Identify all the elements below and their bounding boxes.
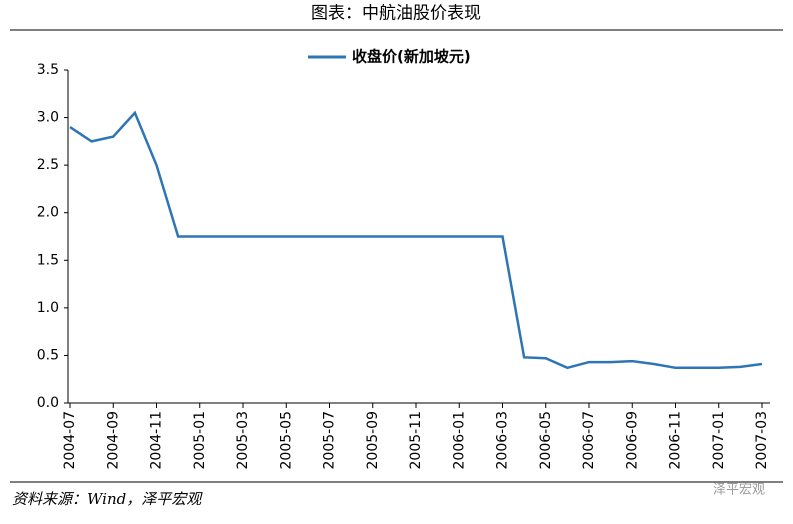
x-tick-label: 2004-09 [105,411,121,470]
x-tick-label: 2004-07 [62,411,78,470]
x-tick-label: 2007-01 [711,411,727,470]
x-tick-label: 2006-09 [624,411,640,470]
y-tick-label: 0.0 [37,395,59,411]
x-tick-label: 2005-03 [235,411,251,470]
y-tick-label: 1.5 [37,252,59,268]
x-tick-label: 2006-11 [668,411,684,470]
x-tick-label: 2005-09 [365,411,381,470]
y-tick-label: 3.5 [37,62,59,78]
x-tick-label: 2006-05 [538,411,554,470]
x-tick-label: 2005-07 [322,411,338,470]
y-tick-label: 2.5 [37,157,59,173]
x-tick-label: 2005-01 [192,411,208,470]
x-tick-label: 2007-03 [754,411,770,470]
chart-title: 图表：中航油股价表现 [311,4,481,24]
source: 资料来源：Wind，泽平宏观 [12,490,203,508]
x-tick-label: 2006-07 [581,411,597,470]
watermark: 泽平宏观 [713,483,765,498]
x-tick-label: 2006-03 [495,411,511,470]
y-tick-label: 0.5 [37,347,59,363]
x-tick-label: 2006-01 [451,411,467,470]
y-tick-label: 3.0 [37,110,59,126]
x-tick-label: 2005-11 [408,411,424,470]
y-tick-label: 1.0 [37,300,59,316]
y-tick-label: 2.0 [37,205,59,221]
x-tick-label: 2005-05 [278,411,294,470]
legend-label: 收盘价(新加坡元) [352,48,471,66]
series-line [69,110,763,370]
x-tick-label: 2004-11 [149,411,165,470]
